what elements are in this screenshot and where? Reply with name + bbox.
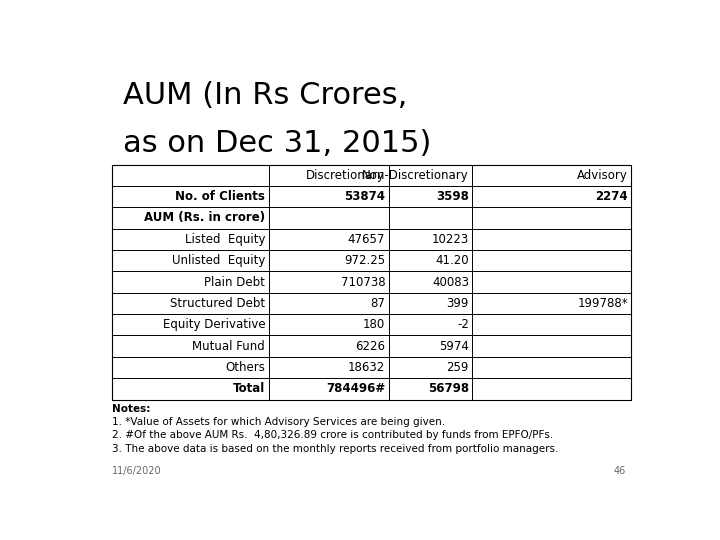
Text: Mutual Fund: Mutual Fund xyxy=(192,340,265,353)
Text: 710738: 710738 xyxy=(341,275,385,288)
Text: 53874: 53874 xyxy=(344,190,385,203)
Text: 11/6/2020: 11/6/2020 xyxy=(112,467,162,476)
Text: Structured Debt: Structured Debt xyxy=(170,297,265,310)
Text: 5974: 5974 xyxy=(439,340,469,353)
Text: Listed  Equity: Listed Equity xyxy=(185,233,265,246)
Text: 56798: 56798 xyxy=(428,382,469,395)
Text: 199788*: 199788* xyxy=(577,297,628,310)
Text: Notes:: Notes: xyxy=(112,404,150,414)
Text: 40083: 40083 xyxy=(432,275,469,288)
Text: AUM (Rs. in crore): AUM (Rs. in crore) xyxy=(144,212,265,225)
Text: 41.20: 41.20 xyxy=(436,254,469,267)
Text: Non-Discretionary: Non-Discretionary xyxy=(362,169,469,182)
Text: Equity Derivative: Equity Derivative xyxy=(163,318,265,331)
Text: 6226: 6226 xyxy=(355,340,385,353)
Text: 87: 87 xyxy=(370,297,385,310)
Text: Total: Total xyxy=(233,382,265,395)
Text: Discretionary: Discretionary xyxy=(306,169,385,182)
Text: AUM (In Rs Crores,: AUM (In Rs Crores, xyxy=(124,82,408,111)
Text: 18632: 18632 xyxy=(348,361,385,374)
Text: No. of Clients: No. of Clients xyxy=(176,190,265,203)
Text: 3598: 3598 xyxy=(436,190,469,203)
Text: 2. #Of the above AUM Rs.  4,80,326.89 crore is contributed by funds from EPFO/PF: 2. #Of the above AUM Rs. 4,80,326.89 cro… xyxy=(112,430,554,440)
Text: 2274: 2274 xyxy=(595,190,628,203)
Text: 972.25: 972.25 xyxy=(344,254,385,267)
Text: Advisory: Advisory xyxy=(577,169,628,182)
Text: 46: 46 xyxy=(613,467,626,476)
Text: Unlisted  Equity: Unlisted Equity xyxy=(172,254,265,267)
Text: 10223: 10223 xyxy=(431,233,469,246)
Text: 399: 399 xyxy=(446,297,469,310)
Text: as on Dec 31, 2015): as on Dec 31, 2015) xyxy=(124,129,432,158)
Text: 1. *Value of Assets for which Advisory Services are being given.: 1. *Value of Assets for which Advisory S… xyxy=(112,417,446,427)
Text: 180: 180 xyxy=(363,318,385,331)
Text: 3. The above data is based on the monthly reports received from portfolio manage: 3. The above data is based on the monthl… xyxy=(112,443,559,454)
Text: 47657: 47657 xyxy=(348,233,385,246)
Text: -2: -2 xyxy=(457,318,469,331)
Text: Others: Others xyxy=(225,361,265,374)
Text: 259: 259 xyxy=(446,361,469,374)
Text: Plain Debt: Plain Debt xyxy=(204,275,265,288)
Text: 784496#: 784496# xyxy=(326,382,385,395)
